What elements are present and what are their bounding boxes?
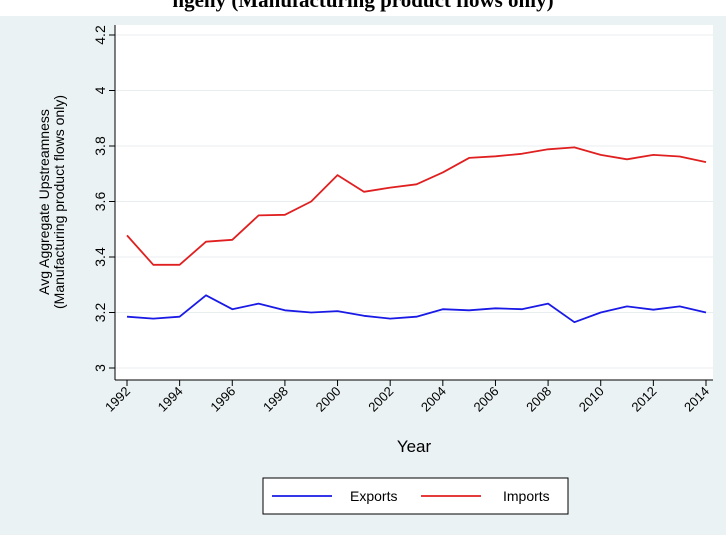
x-axis-label: Year	[397, 437, 432, 456]
x-tick-label: 2004	[418, 384, 449, 415]
y-tick-label: 4.2	[92, 25, 108, 45]
y-axis-ticks: 3 3.2 3.4 3.6 3.8 4 4.2	[92, 25, 115, 372]
x-tick-label: 2010	[576, 384, 607, 415]
plot-area	[115, 25, 713, 380]
x-tick-label: 1998	[260, 384, 291, 415]
x-tick-label: 2002	[365, 384, 396, 415]
y-tick-label: 4	[92, 86, 108, 94]
x-tick-label: 2012	[628, 384, 659, 415]
y-tick-label: 3.8	[92, 136, 108, 156]
series-line-imports	[126, 146, 707, 266]
legend-label-exports: Exports	[350, 488, 397, 504]
x-axis-ticks: 1992 1994 1996 1998 2000 2002 2004 2006 2008 2010…	[102, 380, 712, 415]
y-tick-label: 3.4	[92, 247, 108, 267]
y-axis-label-line1: Avg Aggregate Upstreamness	[36, 109, 52, 295]
chart-title-text: ngeny (Manufacturing product flows only)	[172, 0, 554, 12]
y-tick-label: 3	[92, 364, 108, 372]
x-tick-label: 1996	[207, 384, 238, 415]
series-lines	[126, 146, 707, 324]
x-tick-label: 1992	[102, 384, 133, 415]
y-tick-label: 3.6	[92, 192, 108, 212]
x-tick-label: 1994	[155, 384, 186, 415]
x-tick-label: 2008	[523, 384, 554, 415]
gridlines	[115, 34, 713, 369]
y-axis-label-line2: (Manufacturing product flows only)	[51, 95, 67, 309]
x-tick-label: 2006	[471, 384, 502, 415]
x-tick-label: 2014	[681, 384, 712, 415]
legend: Exports Imports	[262, 477, 569, 515]
series-line-exports	[126, 294, 707, 324]
legend-label-imports: Imports	[503, 488, 550, 504]
y-tick-label: 3.2	[92, 303, 108, 323]
x-tick-label: 2000	[313, 384, 344, 415]
chart-title-fragment: ngeny (Manufacturing product flows only)	[0, 0, 726, 16]
